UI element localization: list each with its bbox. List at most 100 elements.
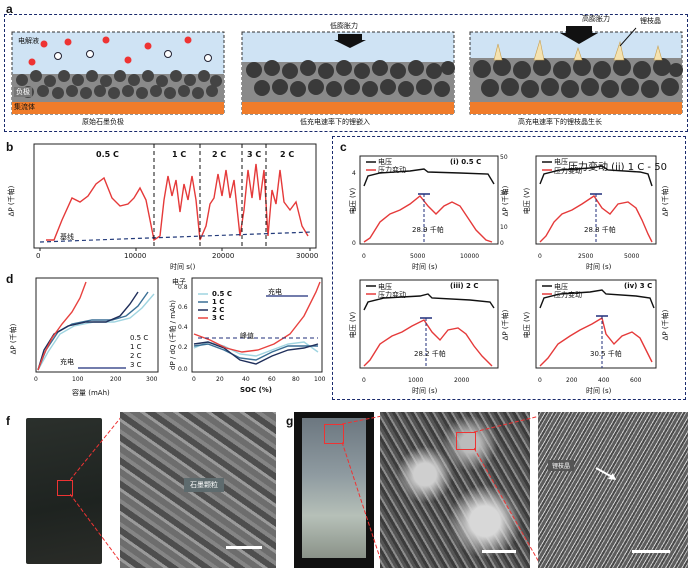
- d-right-xtick-3: 60: [268, 376, 276, 383]
- g-zoom-box-2: [456, 432, 476, 450]
- b-ylabel: ΔP (千帕): [7, 185, 16, 217]
- g-scale-bar-2: [632, 550, 670, 553]
- panel-g-label: g: [286, 414, 294, 428]
- c4-xtick-1: 200: [566, 377, 578, 384]
- c2-xlabel: 时间 (s): [586, 263, 612, 271]
- panel-f-label: f: [6, 414, 10, 428]
- b-rate-5: 2 C: [280, 150, 295, 159]
- c2-ylabel-left: 电压 (V): [523, 187, 532, 215]
- c3-xtick-0: 0: [362, 377, 366, 384]
- low-pressure-label: 低膨胀力: [330, 22, 358, 30]
- d-left-xtick-1: 100: [72, 376, 84, 383]
- electrolyte-label: 电解液: [18, 37, 39, 45]
- panel-d-label: d: [6, 272, 14, 286]
- d-right-ytick-02: 0.2: [178, 344, 188, 351]
- graphite-electrode-photo: [26, 418, 102, 564]
- c2-xtick-2: 5000: [624, 253, 640, 260]
- d-r-legend-2c: 2 C: [212, 306, 225, 314]
- d-peak-note: 峰值: [240, 332, 254, 340]
- c3-legend-voltage: 电压: [378, 283, 392, 291]
- c4-legend-voltage: 电压: [554, 283, 568, 291]
- panel-c-charts: [359, 155, 657, 369]
- f-scale-bar: [226, 546, 262, 549]
- dendrite-tag-g: 锂枝晶: [548, 460, 575, 471]
- d-left-xtick-0: 0: [34, 376, 38, 383]
- c3-legend-pressure: 压力变动: [378, 291, 406, 299]
- caption-pristine: 原始石墨负极: [82, 118, 124, 126]
- c1-peak: 28.9 千帕: [412, 226, 444, 234]
- collector-label: 集流体: [14, 103, 35, 111]
- d-r-legend-05c: 0.5 C: [212, 290, 232, 298]
- c4-xtick-2: 400: [598, 377, 610, 384]
- panel-a-schematic: [11, 26, 683, 115]
- b-rate-3: 2 C: [212, 150, 227, 159]
- lithium-plated-electrode: [302, 418, 366, 558]
- b-xtick-0: 0: [36, 252, 41, 260]
- d-left-ylabel: ΔP (千帕): [9, 323, 18, 355]
- panel-b-label: b: [6, 140, 14, 154]
- c4-peak: 30.5 千帕: [590, 350, 622, 358]
- c1-ytick-0: 0: [352, 240, 356, 247]
- b-rate-2: 1 C: [172, 150, 187, 159]
- c3-ylabel-left: 电压 (V): [349, 311, 358, 339]
- d-right-xtick-0: 0: [192, 376, 196, 383]
- d-right-xtick-2: 40: [242, 376, 250, 383]
- c3-peak: 28.2 千帕: [414, 350, 446, 358]
- b-xtick-1: 10000: [124, 252, 147, 260]
- c2-legend-pressure: 压力变动: [554, 167, 582, 175]
- panel-a-frame: [4, 14, 688, 132]
- c2-legend-voltage: 电压: [554, 158, 568, 166]
- c1-legend-voltage: 电压: [378, 158, 392, 166]
- c1-xlabel: 时间 (s): [412, 263, 438, 271]
- d-right-ytick-04: 0.4: [178, 324, 188, 331]
- c3-ylabel-right: ΔP (千帕): [501, 309, 510, 341]
- f-zoom-box: [57, 480, 73, 496]
- d-left-note: 充电: [60, 358, 74, 366]
- b-xlabel: 时间 s(): [170, 263, 196, 271]
- panel-a-label: a: [6, 2, 13, 16]
- d-right-ytick-06: 0.6: [178, 304, 188, 311]
- d-right-ytick-08: 0.8: [178, 284, 188, 291]
- anode-label: 负极: [14, 87, 32, 97]
- panel-d-right-chart: [191, 277, 323, 373]
- d-legend-3c: 3 C: [130, 361, 142, 369]
- c1-xtick-1: 5000: [410, 253, 426, 260]
- c4-ylabel-left: 电压 (V): [523, 311, 532, 339]
- g-zoom-lines-2: [474, 415, 540, 565]
- c1-legend-pressure: 压力变动: [378, 166, 406, 174]
- d-right-xlabel: SOC (%): [240, 386, 272, 394]
- d-legend-1c: 1 C: [130, 343, 142, 351]
- f-zoom-lines: [70, 415, 122, 565]
- g-scale-bar-1: [482, 550, 516, 553]
- b-xtick-3: 30000: [296, 252, 319, 260]
- g-zoom-lines-1: [342, 415, 382, 565]
- c2-legend-pressure-big: 压力变动 (ii) 1 C - 50: [568, 162, 667, 173]
- panel-c-label: c: [340, 140, 347, 154]
- c3-xtick-2: 2000: [454, 377, 470, 384]
- d-right-xtick-5: 100: [314, 376, 326, 383]
- graphite-particle-tag: 石墨颗粒: [184, 478, 224, 492]
- c2-peak: 28.8 千帕: [584, 226, 616, 234]
- b-xtick-2: 20000: [212, 252, 235, 260]
- c1-rtick-10: 10: [500, 224, 508, 231]
- c1-rtick-50: 50: [500, 154, 508, 161]
- c3-title: (iii) 2 C: [450, 282, 479, 290]
- c4-xlabel: 时间 (s): [586, 387, 612, 395]
- c4-ylabel-right: ΔP (千帕): [661, 309, 670, 341]
- d-left-xtick-3: 300: [146, 376, 158, 383]
- d-left-xlabel: 容量 (mAh): [72, 389, 110, 397]
- c4-legend-pressure: 压力变动: [554, 291, 582, 299]
- dendrite-arrow: [595, 467, 616, 480]
- d-legend-05c: 0.5 C: [130, 334, 149, 342]
- c3-xtick-1: 1000: [408, 377, 424, 384]
- c1-title: (i) 0.5 C: [450, 158, 482, 166]
- d-right-top: 电子: [172, 278, 186, 286]
- c1-xtick-0: 0: [362, 253, 366, 260]
- d-right-xtick-1: 20: [216, 376, 224, 383]
- caption-low-rate: 低充电速率下的锂嵌入: [300, 118, 370, 126]
- d-left-xtick-2: 200: [110, 376, 122, 383]
- c2-ylabel-right: ΔP (千帕): [661, 185, 670, 217]
- b-rate-4: 3 C: [247, 150, 262, 159]
- c2-xtick-0: 0: [538, 253, 542, 260]
- d-right-ytick-00: 0.0: [178, 366, 188, 373]
